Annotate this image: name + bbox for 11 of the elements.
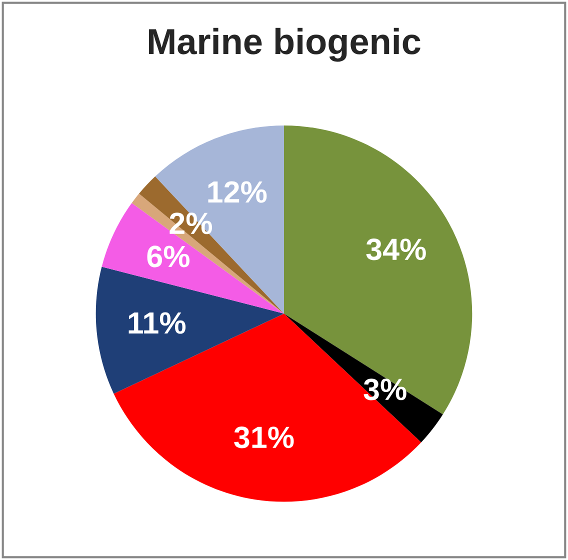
pie-slice [102,203,284,314]
data-label: 12% [208,181,267,203]
data-label: 34% [366,238,426,260]
pie-slice [96,266,284,394]
chart-title: Marine biogenic [148,28,420,62]
data-label: 31% [234,426,294,448]
pie-slice [114,314,422,502]
pie-slice [284,125,472,414]
data-label: 6% [147,246,190,268]
pie-slice [139,176,284,314]
data-label: 11% [128,312,186,334]
